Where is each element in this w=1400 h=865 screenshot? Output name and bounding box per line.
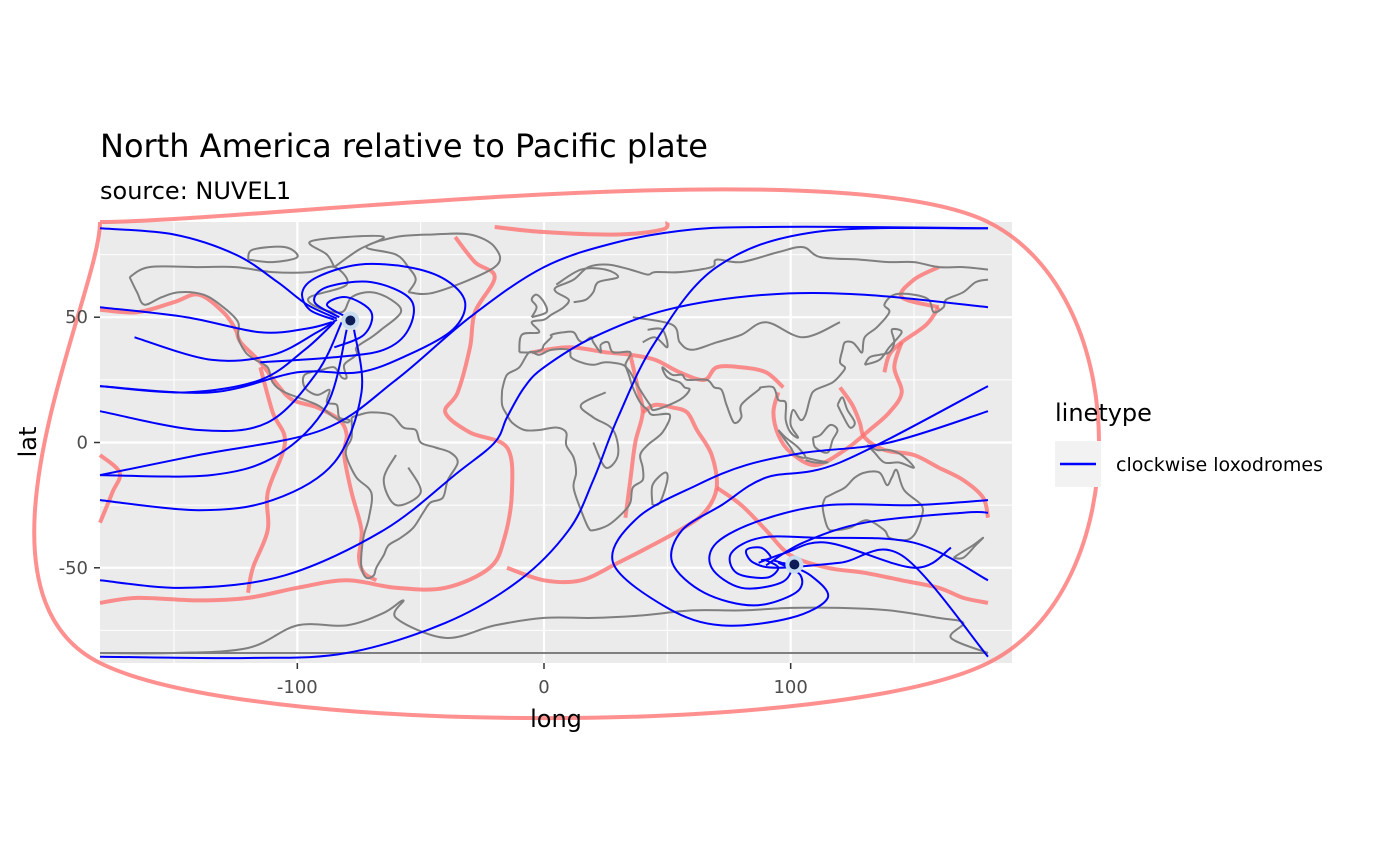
rotation-poles: [341, 311, 804, 574]
axis-ticks: -100 0 100 -50 0 50: [59, 307, 808, 698]
loxodrome-line: [325, 296, 374, 349]
loxodrome-line: [99, 225, 989, 477]
x-axis-title: long: [530, 705, 582, 733]
coastline: [863, 328, 903, 366]
coastline: [308, 234, 385, 268]
coastline: [836, 396, 856, 429]
coastline: [805, 456, 829, 464]
coastline: [811, 423, 839, 454]
x-tick-label: 0: [538, 677, 549, 698]
coastline: [344, 411, 459, 580]
plate-boundary: [531, 345, 785, 389]
pole-point: [345, 315, 356, 326]
loxodrome-line: [99, 262, 467, 394]
y-tick-label: 50: [65, 307, 88, 328]
loxodrome-line: [260, 280, 415, 364]
coastline: [866, 444, 915, 469]
coastline: [500, 348, 672, 532]
loxodrome-line: [99, 227, 338, 320]
legend-title: linetype: [1055, 399, 1152, 427]
coastline: [777, 429, 807, 459]
loxodrome-line: [670, 385, 989, 607]
y-tick-label: -50: [59, 558, 88, 579]
y-axis-title: lat: [14, 427, 42, 458]
coastline: [247, 245, 299, 264]
plate-boundary: [771, 341, 904, 468]
pole-point: [789, 559, 800, 570]
plate-boundary: [715, 485, 989, 605]
plot-panel: [32, 187, 1101, 721]
coastline: [99, 599, 989, 655]
plate-boundary: [494, 220, 670, 237]
plate-boundary: [506, 402, 719, 585]
coastline: [530, 293, 549, 319]
plate-boundary: [898, 265, 940, 310]
loxodrome-line: [99, 329, 348, 478]
loxodrome-line: [134, 318, 338, 362]
plate-boundary: [99, 292, 378, 583]
loxodrome-series: [99, 225, 989, 660]
coastline: [518, 245, 989, 353]
coastline: [642, 327, 669, 349]
loxodrome-line: [728, 535, 989, 582]
coastline: [632, 316, 841, 351]
loxodrome-line: [758, 541, 952, 569]
y-tick-label: 0: [77, 433, 88, 454]
x-tick-label: -100: [277, 677, 318, 698]
legend-label: clockwise loxodromes: [1116, 454, 1323, 476]
plate-boundary: [246, 366, 288, 594]
loxodrome-line: [99, 329, 364, 512]
x-tick-label: 100: [773, 677, 807, 698]
coastline: [821, 468, 924, 542]
loxodrome-line: [708, 499, 989, 590]
loxodrome-line: [99, 226, 989, 660]
loxodrome-line: [745, 546, 989, 658]
plate-boundary: [882, 306, 941, 373]
chart-subtitle: source: NUVEL1: [100, 177, 291, 205]
loxodrome-line: [765, 510, 989, 567]
loxodrome-line: [99, 291, 989, 589]
coastline: [555, 267, 620, 304]
coastline: [128, 265, 403, 424]
coastline: [519, 278, 989, 439]
loxodrome-line: [99, 321, 343, 433]
plate-boundary: [32, 187, 1101, 721]
coastline: [952, 536, 985, 560]
chart-title: North America relative to Pacific plate: [100, 127, 708, 165]
loxodrome-line: [99, 306, 333, 334]
loxodrome-line: [611, 410, 989, 627]
legend: linetype clockwise loxodromes: [1055, 399, 1323, 487]
coastline: [382, 454, 422, 507]
plate-boundary: [98, 453, 123, 524]
